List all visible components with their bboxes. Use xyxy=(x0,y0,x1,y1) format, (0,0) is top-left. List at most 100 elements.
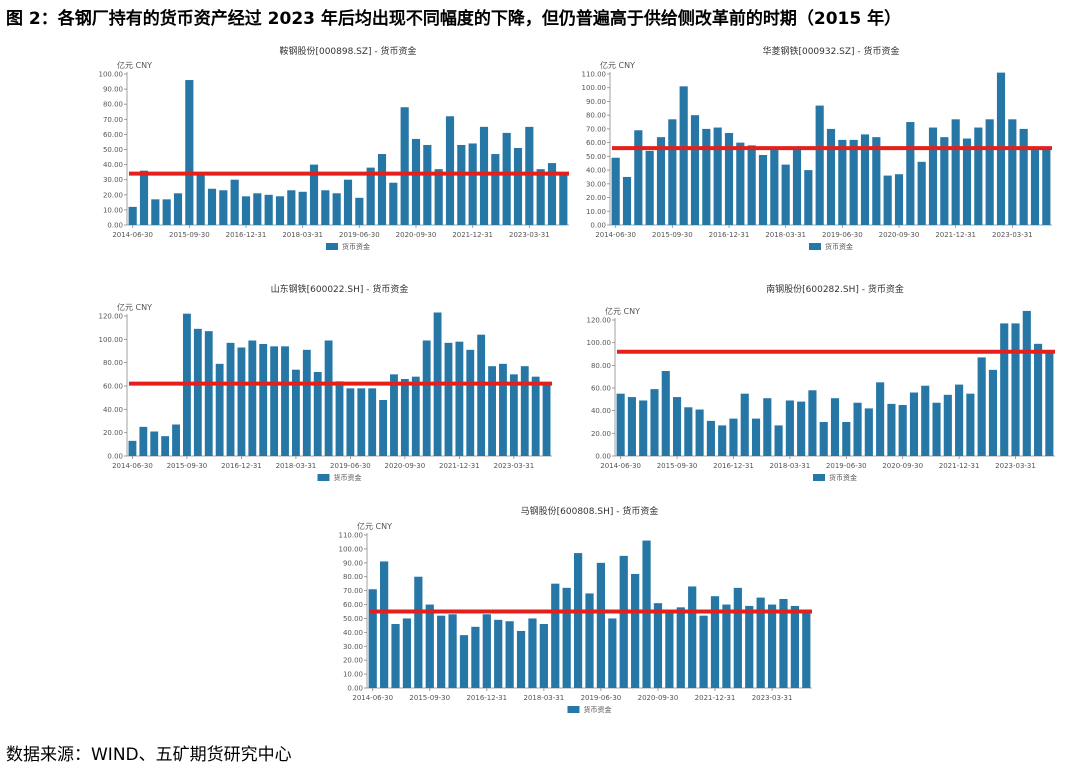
bar xyxy=(1042,148,1051,225)
bar xyxy=(494,619,503,688)
unit-label: 亿元 CNY xyxy=(117,60,152,70)
bar xyxy=(815,105,824,225)
bar xyxy=(688,586,697,688)
y-tick-label: 20.00 xyxy=(586,194,606,202)
bar xyxy=(860,134,870,225)
bar xyxy=(872,137,881,225)
bar xyxy=(368,388,377,456)
bar xyxy=(763,398,772,456)
y-tick-label: 120.00 xyxy=(587,317,612,325)
bar xyxy=(661,371,670,456)
bar xyxy=(528,618,537,688)
unit-label: 亿元 CNY xyxy=(117,302,152,312)
bar xyxy=(767,604,777,688)
chart-panel-nangang: 南钢股份[600282.SH] - 货币资金 亿元 CNY 0.00 20.00 40.… xyxy=(555,278,1055,490)
y-tick-label: 80.00 xyxy=(343,573,363,581)
y-tick-label: 70.00 xyxy=(103,116,123,124)
bar xyxy=(665,612,674,688)
bar xyxy=(684,407,693,456)
y-tick-label: 20.00 xyxy=(103,191,123,199)
x-tick-label: 2023-03-31 xyxy=(494,462,535,470)
x-tick-label: 2018-03-31 xyxy=(765,231,806,239)
bar xyxy=(332,193,341,225)
y-tick-label: 0.00 xyxy=(107,222,123,230)
x-tick-label: 2016-12-31 xyxy=(226,231,267,239)
bar xyxy=(718,425,727,456)
x-tick-label: 2021-12-31 xyxy=(695,694,736,702)
y-tick-label: 50.00 xyxy=(343,615,363,623)
legend-swatch xyxy=(317,474,330,481)
bar xyxy=(690,115,700,225)
bar xyxy=(756,597,765,688)
bar xyxy=(520,366,529,456)
bar xyxy=(139,170,149,225)
bar xyxy=(596,562,606,688)
bar xyxy=(1019,128,1028,225)
y-tick-label: 80.00 xyxy=(591,362,611,370)
x-tick-label: 2020-09-30 xyxy=(638,694,679,702)
bar xyxy=(477,334,486,456)
bar xyxy=(207,188,217,225)
x-tick-label: 2018-03-31 xyxy=(276,462,317,470)
bar xyxy=(151,199,160,225)
bar xyxy=(172,424,180,456)
bar xyxy=(161,436,170,456)
bar xyxy=(434,169,443,225)
y-tick-label: 80.00 xyxy=(586,112,606,120)
y-tick-label: 90.00 xyxy=(343,559,363,567)
figure-source: 数据来源：WIND、五矿期货研究中心 xyxy=(6,745,292,765)
legend-label: 货币资金 xyxy=(584,705,612,714)
y-tick-label: 100.00 xyxy=(587,339,612,347)
x-tick-label: 2019-06-30 xyxy=(581,694,622,702)
bar xyxy=(722,604,731,688)
x-tick-label: 2014-06-30 xyxy=(595,231,636,239)
bar xyxy=(679,86,688,225)
bar xyxy=(270,346,279,456)
bar xyxy=(499,363,507,456)
x-tick-label: 2016-12-31 xyxy=(221,462,262,470)
unit-label: 亿元 CNY xyxy=(357,521,392,531)
bar xyxy=(802,611,811,688)
bar xyxy=(758,154,768,225)
chart-title: 南钢股份[600282.SH] - 货币资金 xyxy=(766,283,904,295)
bar xyxy=(380,561,389,688)
bar xyxy=(531,376,540,456)
bar xyxy=(713,127,722,225)
bar xyxy=(215,363,224,456)
bar xyxy=(774,425,783,456)
bar xyxy=(650,389,659,456)
x-tick-label: 2020-09-30 xyxy=(882,462,923,470)
bar xyxy=(468,143,477,225)
bar xyxy=(445,116,455,225)
bar xyxy=(357,388,366,456)
bar xyxy=(128,440,137,456)
bar xyxy=(324,340,333,456)
bar xyxy=(585,593,594,688)
chart-panel-angang: 鞍钢股份[000898.SZ] - 货币资金 亿元 CNY 0.00 10.00 20.… xyxy=(72,40,572,260)
bar xyxy=(608,618,617,688)
y-tick-label: 100.00 xyxy=(582,84,607,92)
bar xyxy=(547,163,557,225)
bar xyxy=(706,420,715,456)
bar xyxy=(790,605,799,688)
bar xyxy=(909,392,919,456)
x-tick-label: 2014-06-30 xyxy=(112,462,153,470)
y-tick-label: 50.00 xyxy=(586,153,606,161)
bar xyxy=(940,137,949,225)
bar xyxy=(804,170,813,225)
bar xyxy=(491,154,500,225)
bar xyxy=(1022,310,1031,456)
bar xyxy=(379,400,388,456)
x-tick-label: 2014-06-30 xyxy=(352,694,393,702)
bar xyxy=(226,342,235,456)
bar xyxy=(309,164,319,225)
bar xyxy=(955,384,964,456)
bar xyxy=(482,614,491,688)
bar xyxy=(1045,351,1054,456)
bar xyxy=(838,139,847,225)
legend-label: 货币资金 xyxy=(829,473,857,482)
bar xyxy=(785,400,794,456)
bar xyxy=(898,405,907,456)
bar xyxy=(842,422,851,456)
